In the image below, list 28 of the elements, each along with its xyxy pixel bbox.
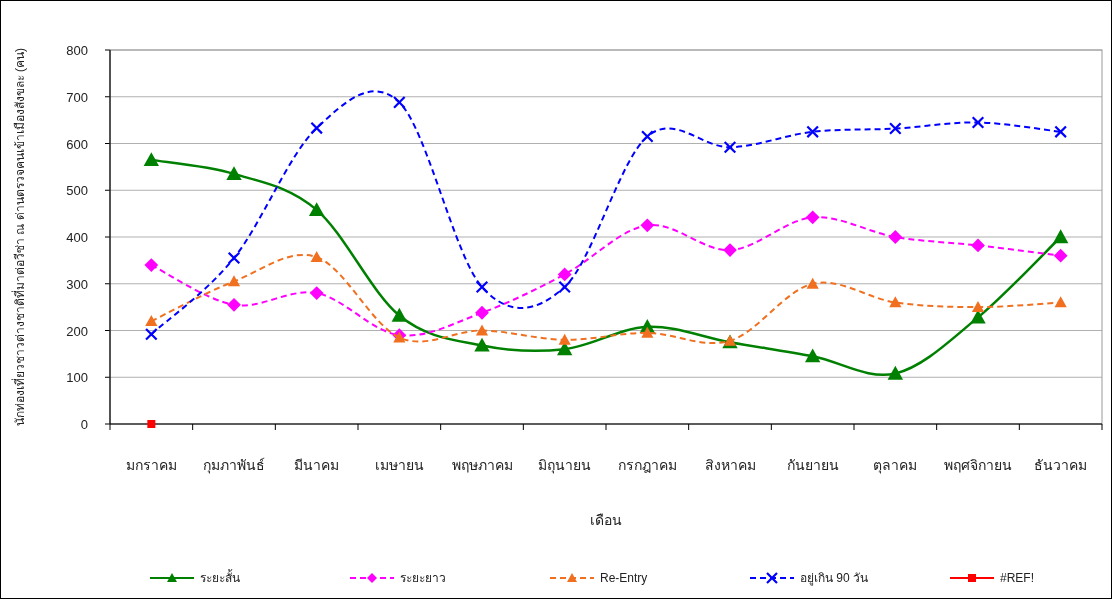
x-tick-label: พฤศจิกายน xyxy=(944,457,1012,473)
x-tick-label: สิงหาคม xyxy=(704,457,756,473)
x-tick-label: กรกฎาคม xyxy=(617,457,677,473)
legend-label: อยู่เกิน 90 วัน xyxy=(800,571,869,586)
x-tick-label: มิถุนายน xyxy=(538,457,592,474)
y-tick-label: 400 xyxy=(66,230,88,245)
x-tick-label: กุมภาพันธ์ xyxy=(203,457,265,474)
y-tick-label: 500 xyxy=(66,183,88,199)
x-tick-label: เมษายน xyxy=(374,457,424,473)
y-axis-title: นักท่องเที่ยวชาวต่างชาติที่มาต่อวีซ่า ณ ด่านตรวจคนเข้าเมืองสังขละ (คน) xyxy=(11,48,27,426)
y-tick-label: 700 xyxy=(66,89,88,105)
y-tick-label: 0 xyxy=(80,417,88,432)
legend-label: #REF! xyxy=(1000,571,1035,585)
y-tick-label: 600 xyxy=(66,136,88,152)
x-tick-label: ตุลาคม xyxy=(873,457,918,474)
x-tick-label: ธันวาคม xyxy=(1034,457,1088,473)
legend-label: ระยะยาว xyxy=(400,571,446,585)
y-tick-label: 300 xyxy=(66,276,88,292)
y-tick-label: 800 xyxy=(66,43,88,58)
x-tick-label: มีนาคม xyxy=(294,457,340,473)
y-tick-label: 100 xyxy=(66,370,88,386)
x-axis-title: เดือน xyxy=(590,512,622,528)
x-tick-label: พฤษภาคม xyxy=(451,457,513,473)
x-tick-label: มกราคม xyxy=(125,457,177,473)
y-tick-label: 200 xyxy=(66,323,88,339)
legend-label: ระยะสั้น xyxy=(200,569,240,585)
x-tick-label: กันยายน xyxy=(786,457,839,473)
legend-label: Re-Entry xyxy=(600,571,648,585)
